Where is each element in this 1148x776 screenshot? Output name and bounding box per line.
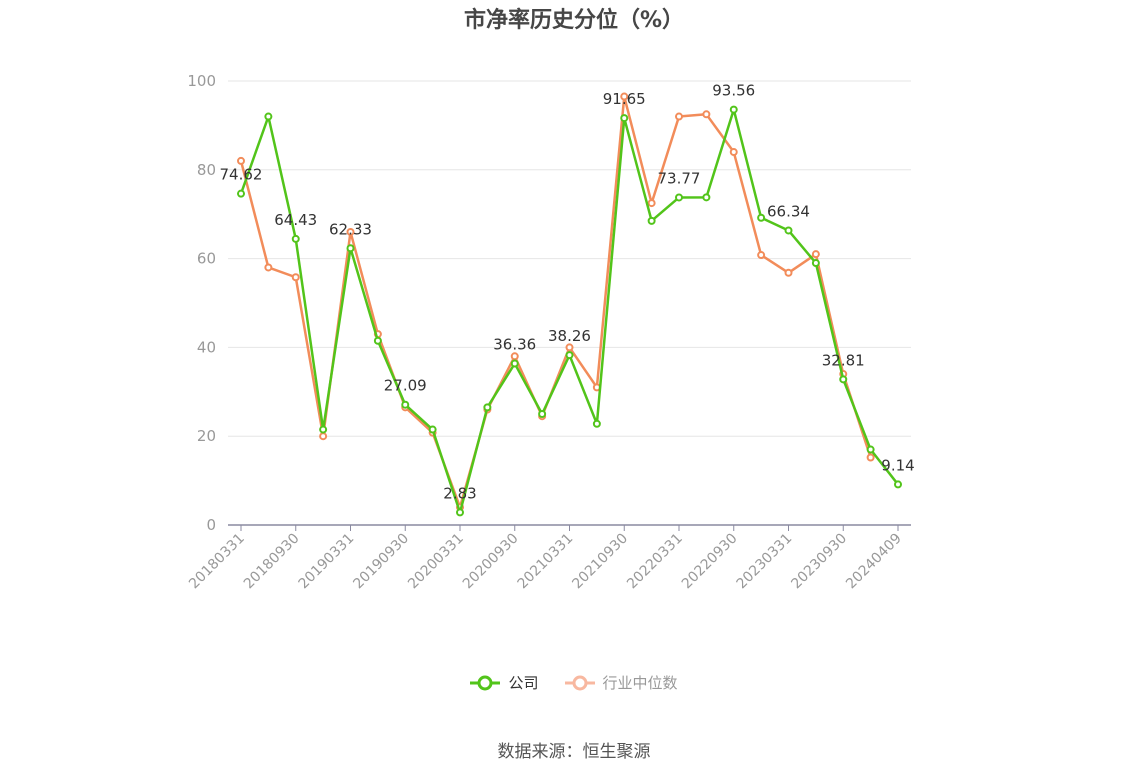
data-point-industry xyxy=(757,251,766,260)
data-label: 38.26 xyxy=(548,327,591,345)
data-label: 66.34 xyxy=(767,202,810,220)
series-line-industry xyxy=(239,95,872,509)
data-point-company xyxy=(264,112,273,121)
data-label: 9.14 xyxy=(881,456,914,474)
legend-item-industry[interactable]: 行业中位数 xyxy=(564,672,678,693)
x-tick-label: 20190331 xyxy=(296,531,358,593)
data-label: 2.83 xyxy=(443,484,476,502)
data-label: 91.65 xyxy=(603,90,646,108)
data-label: 36.36 xyxy=(493,336,536,354)
data-point-company xyxy=(373,336,382,345)
data-point-company xyxy=(401,400,410,409)
data-source-note: 数据来源：恒生聚源 xyxy=(497,742,651,762)
data-point-company xyxy=(839,375,848,384)
data-point-industry xyxy=(510,352,519,361)
data-point-company xyxy=(319,425,328,434)
x-tick-label: 20190930 xyxy=(350,531,412,593)
x-tick-label: 20200930 xyxy=(460,531,522,593)
y-tick-label: 0 xyxy=(206,516,216,534)
data-point-company xyxy=(757,213,766,222)
data-point-industry xyxy=(729,148,738,157)
y-tick-label: 20 xyxy=(197,427,216,445)
data-point-company xyxy=(510,359,519,368)
data-point-industry xyxy=(702,110,711,119)
data-point-company xyxy=(647,216,656,225)
data-label: 64.43 xyxy=(274,211,317,229)
x-tick-label: 20210331 xyxy=(515,531,577,593)
chart-title: 市净率历史分位（%） xyxy=(463,8,685,33)
x-tick-label: 20210930 xyxy=(569,531,631,593)
data-label: 27.09 xyxy=(384,377,427,395)
data-point-industry xyxy=(264,263,273,272)
data-point-industry xyxy=(319,432,328,441)
y-tick-label: 60 xyxy=(197,250,216,268)
data-point-company xyxy=(483,403,492,412)
data-point-company xyxy=(456,508,464,517)
data-label: 62.33 xyxy=(329,220,372,238)
data-point-company xyxy=(811,259,820,268)
data-point-company xyxy=(702,193,711,202)
data-point-company xyxy=(237,189,245,198)
chart-legend: 公司 行业中位数 xyxy=(0,672,1148,693)
legend-industry-label: 行业中位数 xyxy=(602,674,678,692)
data-point-industry xyxy=(346,227,355,236)
data-label: 74.62 xyxy=(220,166,263,184)
data-point-company xyxy=(538,410,547,418)
x-tick-label: 20230930 xyxy=(788,531,850,593)
data-point-industry xyxy=(866,453,875,462)
data-label: 93.56 xyxy=(712,82,755,100)
data-label: 32.81 xyxy=(822,351,865,369)
data-point-company xyxy=(675,193,683,202)
data-point-company xyxy=(592,419,601,428)
x-tick-label: 20180930 xyxy=(241,531,303,593)
data-point-industry xyxy=(784,268,793,277)
data-point-company xyxy=(565,351,574,360)
x-tick-label: 20230331 xyxy=(734,531,796,593)
data-point-company xyxy=(894,480,902,489)
data-point-industry xyxy=(237,156,245,165)
legend-company-marker-icon xyxy=(470,675,501,690)
data-point-company xyxy=(428,425,437,434)
data-point-industry xyxy=(291,273,300,282)
x-tick-label: 20200331 xyxy=(405,531,467,593)
data-point-industry xyxy=(565,343,574,352)
data-label: 73.77 xyxy=(658,169,701,187)
legend-item-company[interactable]: 公司 xyxy=(470,672,539,693)
data-point-company xyxy=(291,234,300,243)
y-tick-label: 80 xyxy=(197,161,216,179)
x-tick-label: 20240409 xyxy=(843,531,905,593)
x-tick-label: 20180331 xyxy=(186,531,248,593)
legend-company-label: 公司 xyxy=(508,674,539,692)
data-point-company xyxy=(346,244,355,253)
legend-industry-marker-icon xyxy=(564,675,595,690)
data-point-company xyxy=(729,105,738,114)
data-point-company xyxy=(784,226,793,235)
y-tick-label: 100 xyxy=(187,72,216,90)
line-chart: 0 20 40 60 80 100 2018033120180930201903312019… xyxy=(186,72,915,593)
y-tick-label: 40 xyxy=(197,338,216,356)
data-point-company xyxy=(866,445,875,454)
data-point-company xyxy=(620,114,629,123)
data-point-industry xyxy=(647,199,656,208)
data-point-industry xyxy=(620,92,629,101)
x-tick-label: 20220930 xyxy=(679,531,741,593)
data-point-industry xyxy=(675,112,683,121)
x-tick-label: 20220331 xyxy=(624,531,686,593)
data-point-industry xyxy=(811,250,820,259)
